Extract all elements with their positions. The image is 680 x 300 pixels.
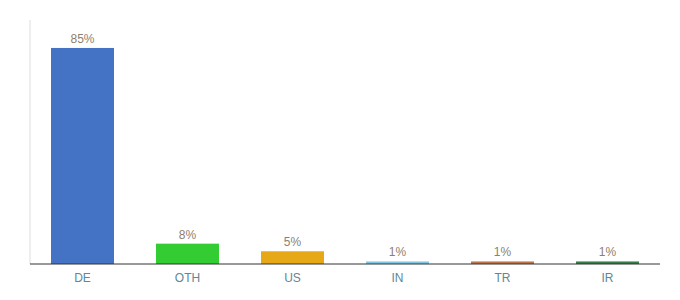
data-label: 1% <box>599 245 617 259</box>
bar <box>261 251 324 264</box>
x-axis-line <box>30 264 660 265</box>
chart-container: 85% 8% 5% 1% 1% 1% DE OTH US IN TR IR <box>0 0 680 300</box>
data-label: 1% <box>389 245 407 259</box>
x-tick-label: TR <box>495 271 511 285</box>
data-label: 1% <box>494 245 512 259</box>
x-tick-label: IR <box>602 271 614 285</box>
x-tick-label: IN <box>392 271 404 285</box>
x-tick-label: US <box>284 271 301 285</box>
data-label: 8% <box>179 228 197 242</box>
bars <box>51 48 639 264</box>
data-label: 85% <box>70 32 94 46</box>
x-tick-label: OTH <box>175 271 200 285</box>
bar <box>156 244 219 264</box>
chart-svg: 85% 8% 5% 1% 1% 1% DE OTH US IN TR IR <box>0 0 680 300</box>
data-label: 5% <box>284 235 302 249</box>
y-axis-line <box>30 20 31 264</box>
bar <box>51 48 114 264</box>
x-tick-label: DE <box>74 271 91 285</box>
